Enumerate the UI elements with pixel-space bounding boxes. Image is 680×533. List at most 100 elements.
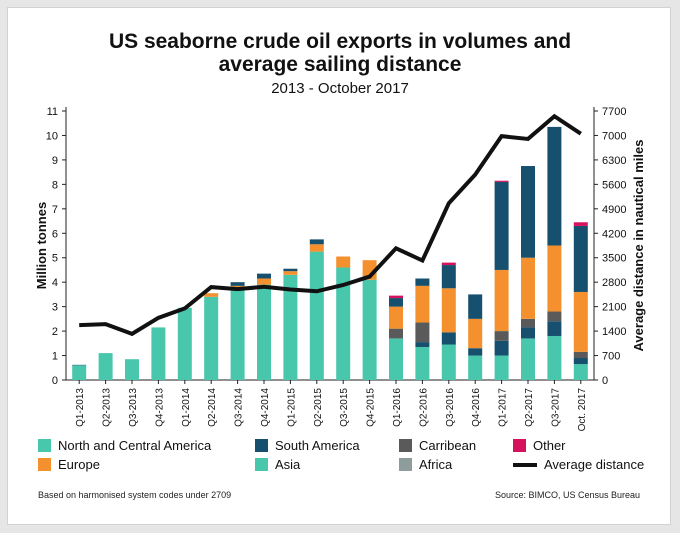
legend-item-europe: Europe bbox=[38, 457, 100, 472]
bar-carribean bbox=[415, 322, 430, 343]
bar-south_america bbox=[441, 265, 456, 289]
bar-south_america bbox=[573, 357, 588, 365]
legend-label: North and Central America bbox=[58, 438, 212, 453]
bar-north_central_america bbox=[441, 344, 456, 380]
y-tick-label: 2 bbox=[52, 326, 58, 338]
y2-tick-label: 700 bbox=[602, 351, 620, 363]
y-tick-label: 8 bbox=[52, 179, 58, 191]
source-note: Source: BIMCO, US Census Bureau bbox=[494, 490, 640, 500]
bar-south_america bbox=[494, 181, 509, 270]
bar-south_america bbox=[230, 282, 245, 286]
x-tick-label: Q3-2014 bbox=[234, 388, 245, 427]
bar-south_america bbox=[415, 278, 430, 286]
x-tick-label: Q4-2015 bbox=[366, 388, 377, 427]
y2-tick-label: 3500 bbox=[602, 253, 626, 265]
legend-label: Africa bbox=[419, 457, 453, 472]
y-tick-label: 4 bbox=[52, 277, 58, 289]
legend-label: Europe bbox=[58, 457, 100, 472]
legend-label: Carribean bbox=[419, 438, 477, 453]
y2-tick-label: 5600 bbox=[602, 179, 626, 191]
legend-item-line: Average distance bbox=[513, 457, 644, 472]
bar-south_america bbox=[521, 327, 535, 339]
legend-label: Average distance bbox=[544, 457, 645, 472]
legend-swatch-africa bbox=[399, 458, 412, 471]
x-tick-label: Q4-2014 bbox=[260, 388, 271, 427]
legend-item-south_america: South America bbox=[255, 438, 360, 453]
bar-south_america bbox=[573, 225, 588, 292]
bar-north_central_america bbox=[389, 338, 403, 380]
bar-south_america bbox=[468, 294, 483, 319]
x-tick-label: Q4-2013 bbox=[154, 388, 165, 427]
bar-europe bbox=[468, 318, 483, 349]
y-tick-label: 1 bbox=[52, 351, 58, 363]
bar-north_central_america bbox=[547, 335, 562, 380]
bar-north_central_america bbox=[336, 267, 351, 380]
y2-tick-label: 6300 bbox=[602, 155, 626, 167]
bar-carribean bbox=[389, 328, 403, 339]
bar-north_central_america bbox=[98, 353, 113, 380]
footnote: Based on harmonised system codes under 2… bbox=[38, 490, 232, 500]
x-tick-label: Q2-2016 bbox=[418, 388, 429, 427]
legend-item-north_central_america: North and Central America bbox=[38, 438, 211, 453]
y-tick-label: 11 bbox=[47, 106, 58, 118]
x-tick-label: Q1-2014 bbox=[181, 388, 192, 427]
bar-europe bbox=[494, 269, 509, 332]
y-tick-label: 3 bbox=[52, 302, 58, 314]
x-tick-label: Q3-2016 bbox=[445, 388, 456, 427]
bar-north_central_america bbox=[177, 307, 192, 380]
bar-south_america bbox=[521, 166, 535, 258]
bar-other bbox=[494, 180, 509, 182]
bar-north_central_america bbox=[283, 274, 298, 380]
legend-swatch-europe bbox=[38, 458, 51, 471]
bar-carribean bbox=[573, 351, 588, 358]
y-tick-label: 10 bbox=[46, 130, 58, 142]
bar-europe bbox=[573, 291, 588, 352]
legend-label: Other bbox=[533, 438, 566, 453]
bar-other bbox=[573, 222, 588, 226]
x-tick-label: Q3-2017 bbox=[550, 388, 561, 427]
average-distance-line bbox=[79, 113, 582, 337]
y2-tick-label: 0 bbox=[602, 375, 608, 387]
bar-north_central_america bbox=[468, 355, 483, 380]
bar-north_central_america bbox=[573, 364, 588, 380]
bar-north_central_america bbox=[257, 284, 271, 380]
y2-tick-label: 1400 bbox=[602, 326, 626, 338]
legend-item-carribean: Carribean bbox=[399, 438, 476, 453]
x-tick-label: Q1-2017 bbox=[498, 388, 509, 427]
y2-tick-label: 7700 bbox=[602, 106, 626, 118]
legend-swatch-carribean bbox=[399, 439, 412, 452]
legend-swatch-north_central_america bbox=[38, 439, 51, 452]
bar-europe bbox=[415, 285, 430, 323]
bar-south_america bbox=[72, 364, 87, 366]
bar-europe bbox=[283, 271, 298, 275]
x-tick-label: Oct. 2017 bbox=[577, 388, 588, 432]
x-tick-label: Q2-2017 bbox=[524, 388, 535, 427]
legend-label: Asia bbox=[275, 457, 301, 472]
chart-title: US seaborne crude oil exports in volumes… bbox=[0, 30, 680, 76]
x-tick-label: Q1-2013 bbox=[75, 388, 86, 427]
bar-south_america bbox=[441, 332, 456, 345]
y-tick-label: 6 bbox=[52, 228, 58, 240]
bar-europe bbox=[441, 288, 456, 333]
x-tick-label: Q4-2016 bbox=[471, 388, 482, 427]
bar-carribean bbox=[521, 318, 535, 328]
y2-tick-label: 4200 bbox=[602, 228, 626, 240]
y2-tick-label: 4900 bbox=[602, 204, 626, 216]
bar-south_america bbox=[389, 298, 403, 307]
bar-carribean bbox=[547, 311, 562, 322]
bar-north_central_america bbox=[230, 289, 245, 380]
y-axis-label: Million tonnes bbox=[34, 202, 49, 289]
y2-tick-label: 7000 bbox=[602, 130, 626, 142]
bar-europe bbox=[547, 245, 562, 312]
y2-tick-label: 2800 bbox=[602, 277, 626, 289]
bar-carribean bbox=[494, 331, 509, 341]
x-tick-label: Q1-2015 bbox=[286, 388, 297, 427]
bar-europe bbox=[336, 256, 351, 268]
bar-south_america bbox=[309, 239, 324, 245]
bar-other bbox=[441, 262, 456, 266]
x-tick-label: Q2-2013 bbox=[102, 388, 113, 427]
bar-north_central_america bbox=[72, 365, 87, 380]
bar-south_america bbox=[415, 342, 430, 347]
bar-north_central_america bbox=[125, 359, 139, 380]
y-tick-label: 9 bbox=[52, 155, 58, 167]
